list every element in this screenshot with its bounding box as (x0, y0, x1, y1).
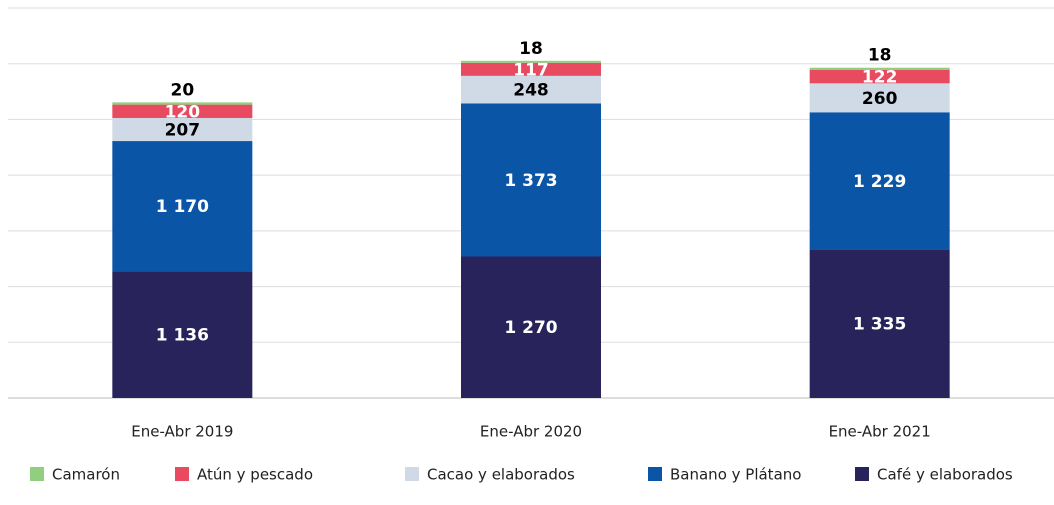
bar-segment (112, 104, 253, 118)
bar-segment (112, 271, 253, 398)
data-label: 207 (165, 121, 201, 141)
data-label: 1 136 (156, 326, 209, 346)
bar-segment (809, 83, 950, 113)
legend-swatch (855, 467, 869, 481)
bar-segment (809, 249, 950, 398)
bar-segment (809, 67, 950, 70)
legend-swatch (405, 467, 419, 481)
data-label: 120 (165, 102, 201, 122)
x-tick-label: Ene-Abr 2021 (829, 423, 931, 441)
data-label: 248 (513, 81, 549, 101)
bar-segment (112, 141, 253, 272)
data-label: 260 (862, 89, 898, 109)
legend-swatch (30, 467, 44, 481)
legend-label: Cacao y elaborados (427, 466, 575, 484)
data-label: 20 (170, 80, 194, 100)
legend-label: Camarón (52, 466, 120, 484)
bar-segment (461, 60, 601, 63)
bar-segment (461, 256, 601, 398)
legend-swatch (175, 467, 189, 481)
x-tick-label: Ene-Abr 2020 (480, 423, 582, 441)
data-label: 1 373 (504, 171, 557, 191)
legend-label: Banano y Plátano (670, 466, 801, 484)
data-label: 117 (513, 60, 549, 80)
bar-segment (809, 69, 950, 84)
bar-segment (809, 112, 950, 250)
legend-label: Atún y pescado (197, 466, 313, 484)
data-label: 1 229 (853, 172, 906, 192)
data-label: 18 (519, 39, 543, 59)
data-label: 122 (862, 68, 898, 88)
data-label: 18 (868, 46, 892, 66)
legend-swatch (648, 467, 662, 481)
bar-segment (461, 75, 601, 104)
bar-segment (112, 102, 253, 105)
data-label: 1 170 (156, 197, 209, 217)
data-label: 1 270 (504, 318, 557, 338)
data-label: 1 335 (853, 315, 906, 335)
bar-segment (112, 117, 253, 142)
bar-segment (461, 103, 601, 257)
bar-segment (461, 62, 601, 76)
legend-label: Café y elaborados (877, 466, 1013, 484)
x-tick-label: Ene-Abr 2019 (131, 423, 233, 441)
